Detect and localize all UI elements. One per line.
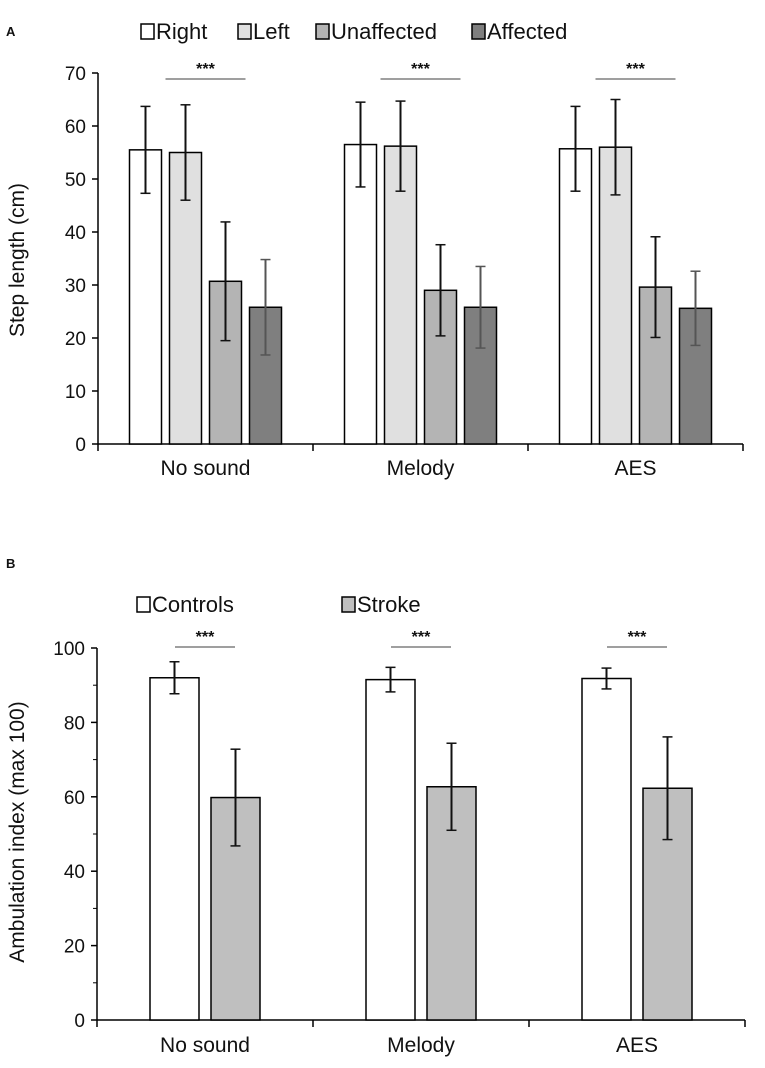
panel-b-y-tick-label: 100 [53,639,85,660]
panel-a-significance-label: *** [411,61,430,78]
panel-a-bar-left-aes [598,146,633,445]
legend-label-controls: Controls [152,592,234,617]
legend-swatch-affected [471,23,486,40]
panel-b-category-label: Melody [387,1034,455,1057]
panel-b-y-axis-label: Ambulation index (max 100) [6,701,29,962]
legend-label-stroke: Stroke [357,592,421,617]
panel-a-significance-label: *** [196,61,215,78]
legend-swatch-left [237,23,252,40]
panel-a-y-tick-label: 60 [65,117,86,138]
legend-swatch-controls [136,596,151,613]
panel-b-legend: Controls Stroke [136,592,421,617]
panel-a-bar-right-no-sound [128,149,163,445]
panel-a-category-label: No sound [161,457,251,480]
panel-b-label: B [6,556,15,571]
panel-b-significance-label: *** [412,629,431,646]
panel-b-significance-label: *** [196,629,215,646]
panel-a-plot: 0 10 20 30 40 50 60 70 No sound *** Melody *** AES **… [65,61,744,480]
legend-swatch-unaffected [315,23,330,40]
panel-a-significance-label: *** [626,61,645,78]
panel-a-y-axis-label: Step length (cm) [6,183,29,337]
panel-a-label: A [6,24,16,39]
panel-b-category-label: AES [616,1034,658,1057]
panel-b-y-tick-label: 80 [64,713,85,734]
panel-b-category-label: No sound [160,1034,250,1057]
panel-a-y-tick-label: 10 [65,382,86,403]
panel-a-legend: Right Left Unaffected Affected [140,19,567,44]
panel-b-plot: 0 20 40 60 80 100 No sound *** Melody *** AES *** [53,629,746,1057]
panel-b-bar-controls-aes [581,677,632,1021]
panel-a-y-tick-label: 0 [75,435,86,456]
panel-a-bar-left-no-sound [168,151,203,445]
panel-a-y-tick-label: 40 [65,223,86,244]
legend-label-affected: Affected [487,19,567,44]
panel-b-y-tick-label: 20 [64,937,85,958]
panel-b-y-tick-label: 0 [74,1011,85,1032]
panel-a-y-tick-label: 70 [65,64,86,85]
legend-label-right: Right [156,19,207,44]
panel-a-y-tick-label: 20 [65,329,86,350]
panel-b-bar-controls-no-sound [149,677,200,1021]
panel-b-y-tick-label: 60 [64,788,85,809]
panel-a-bar-right-aes [558,148,593,445]
panel-b-bar-controls-melody [365,678,416,1021]
panel-a-y-tick-label: 30 [65,276,86,297]
legend-swatch-right [140,23,155,40]
panel-a-bar-left-melody [383,145,418,445]
legend-label-unaffected: Unaffected [331,19,437,44]
panel-b-significance-label: *** [628,629,647,646]
panel-a-category-label: Melody [387,457,455,480]
panel-a-bar-right-melody [343,143,378,445]
legend-swatch-stroke [341,596,356,613]
legend-label-left: Left [253,19,290,44]
panel-a-category-label: AES [614,457,656,480]
panel-b-y-tick-label: 40 [64,862,85,883]
panel-a-y-tick-label: 50 [65,170,86,191]
